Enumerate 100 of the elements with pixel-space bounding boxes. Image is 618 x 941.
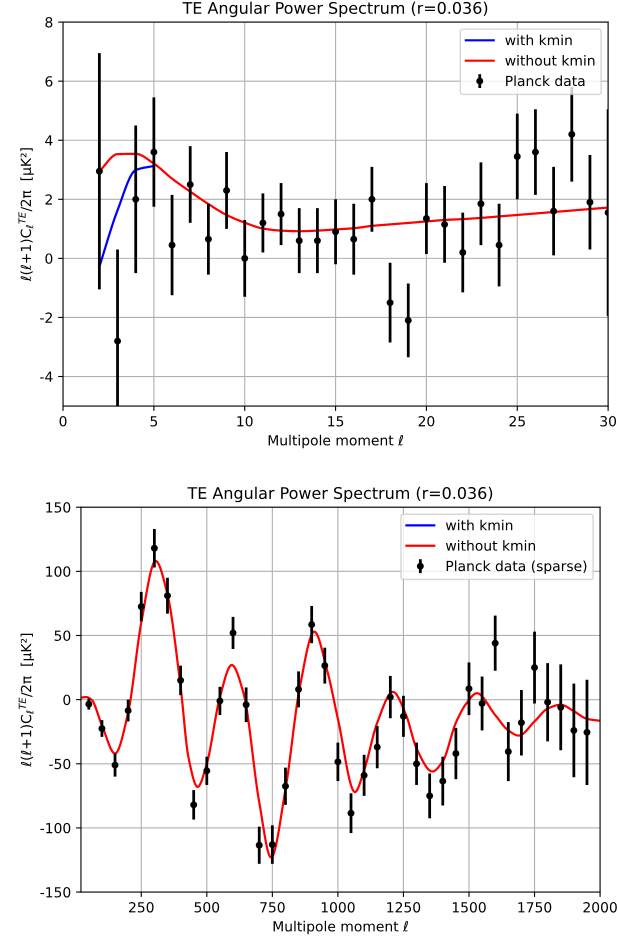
point <box>514 153 521 160</box>
legend-label: Planck data (sparse) <box>446 560 586 574</box>
y-tick-label: 100 <box>46 566 70 577</box>
point <box>334 758 342 766</box>
point <box>259 219 266 226</box>
point <box>413 760 420 768</box>
point <box>426 792 434 800</box>
point <box>190 801 198 808</box>
point <box>459 249 466 256</box>
point <box>386 299 394 306</box>
point <box>164 592 171 600</box>
point <box>241 254 248 262</box>
point <box>550 208 558 215</box>
point <box>223 186 230 194</box>
point <box>230 629 236 636</box>
point <box>586 198 594 206</box>
y-tick-label: 50 <box>54 630 70 641</box>
point <box>268 841 276 848</box>
point <box>518 719 525 726</box>
x-tick-label: 1500 <box>452 902 486 913</box>
point <box>496 242 503 249</box>
point <box>150 148 158 156</box>
point <box>168 242 176 249</box>
x-tick-label: 30 <box>600 416 616 427</box>
x-tick-label: 1250 <box>387 902 420 913</box>
point <box>242 701 250 708</box>
point <box>477 200 484 208</box>
point <box>404 316 412 324</box>
y-tick-label: -50 <box>49 758 70 770</box>
point <box>439 778 446 785</box>
y-tick-label: 2 <box>45 194 52 205</box>
y-tick-label: -2 <box>40 312 52 323</box>
x-tick-label: 2000 <box>583 902 617 913</box>
x-tick-label: 1000 <box>322 902 355 913</box>
point <box>386 694 394 701</box>
legend-label: with kmin <box>446 520 512 530</box>
point <box>98 725 106 732</box>
x-tick-label: 10 <box>237 416 253 427</box>
point <box>138 603 145 610</box>
point <box>544 698 552 706</box>
x-tick-label: 5 <box>150 416 158 427</box>
point <box>374 744 381 751</box>
point <box>216 697 224 704</box>
legend-label: without kmin <box>505 55 594 66</box>
point <box>583 728 590 736</box>
y-tick-label: 150 <box>46 502 70 513</box>
x-tick-label: 25 <box>509 416 525 427</box>
point <box>531 664 538 672</box>
x-tick-label: 750 <box>260 902 285 913</box>
y-tick-label: 8 <box>45 17 52 28</box>
point <box>177 676 184 684</box>
y-tick-label: 6 <box>45 76 52 87</box>
point <box>124 707 132 714</box>
y-tick-label: -150 <box>40 887 70 898</box>
legend-label: without kmin <box>446 540 536 551</box>
point <box>295 686 302 693</box>
point <box>278 210 285 218</box>
y-tick-label: 0 <box>45 253 52 264</box>
x-tick-label: 250 <box>129 902 154 913</box>
point <box>478 700 486 707</box>
x-tick-label: 500 <box>194 902 220 913</box>
point <box>452 750 460 757</box>
chart-title: TE Angular Power Spectrum (r=0.036) <box>187 486 492 502</box>
point <box>132 196 140 203</box>
y-tick-label: -100 <box>40 822 70 834</box>
x-axis-title: Multipole moment ℓ <box>274 920 408 934</box>
point <box>96 168 103 175</box>
chart-title: TE Angular Power Spectrum (r=0.036) <box>182 2 488 18</box>
y-axis-title: ℓ(ℓ+1)C$_{ℓ}$$^{TE}$/2π [μK²] <box>18 634 34 767</box>
point <box>350 236 358 243</box>
point <box>422 215 430 222</box>
point <box>360 772 368 779</box>
y-tick-label: 4 <box>45 135 53 146</box>
x-tick-label: 20 <box>418 416 434 427</box>
point <box>504 748 512 756</box>
point <box>400 712 407 720</box>
legend-label: with kmin <box>505 34 572 46</box>
point <box>441 220 448 228</box>
y-axis-title: ℓ(ℓ+1)C$_{ℓ}$$^{TE}$/2π [μK²] <box>18 148 34 282</box>
x-axis-title: Multipole moment ℓ <box>268 434 404 448</box>
point <box>314 237 321 244</box>
point <box>466 685 472 692</box>
point <box>203 767 210 774</box>
point <box>368 196 376 203</box>
point <box>321 662 328 670</box>
point <box>348 810 354 817</box>
point <box>204 236 212 243</box>
point <box>532 148 539 156</box>
point <box>114 338 122 345</box>
point <box>186 181 194 188</box>
point <box>282 782 289 790</box>
point <box>296 237 303 244</box>
legend-label: Planck data <box>506 75 584 86</box>
point <box>256 842 263 849</box>
point <box>492 640 499 647</box>
point <box>332 228 340 236</box>
point <box>570 726 578 734</box>
x-tick-label: 1750 <box>518 902 552 913</box>
point <box>112 762 119 769</box>
point <box>150 544 158 552</box>
